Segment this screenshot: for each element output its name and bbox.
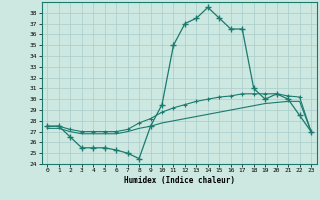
X-axis label: Humidex (Indice chaleur): Humidex (Indice chaleur) <box>124 176 235 185</box>
